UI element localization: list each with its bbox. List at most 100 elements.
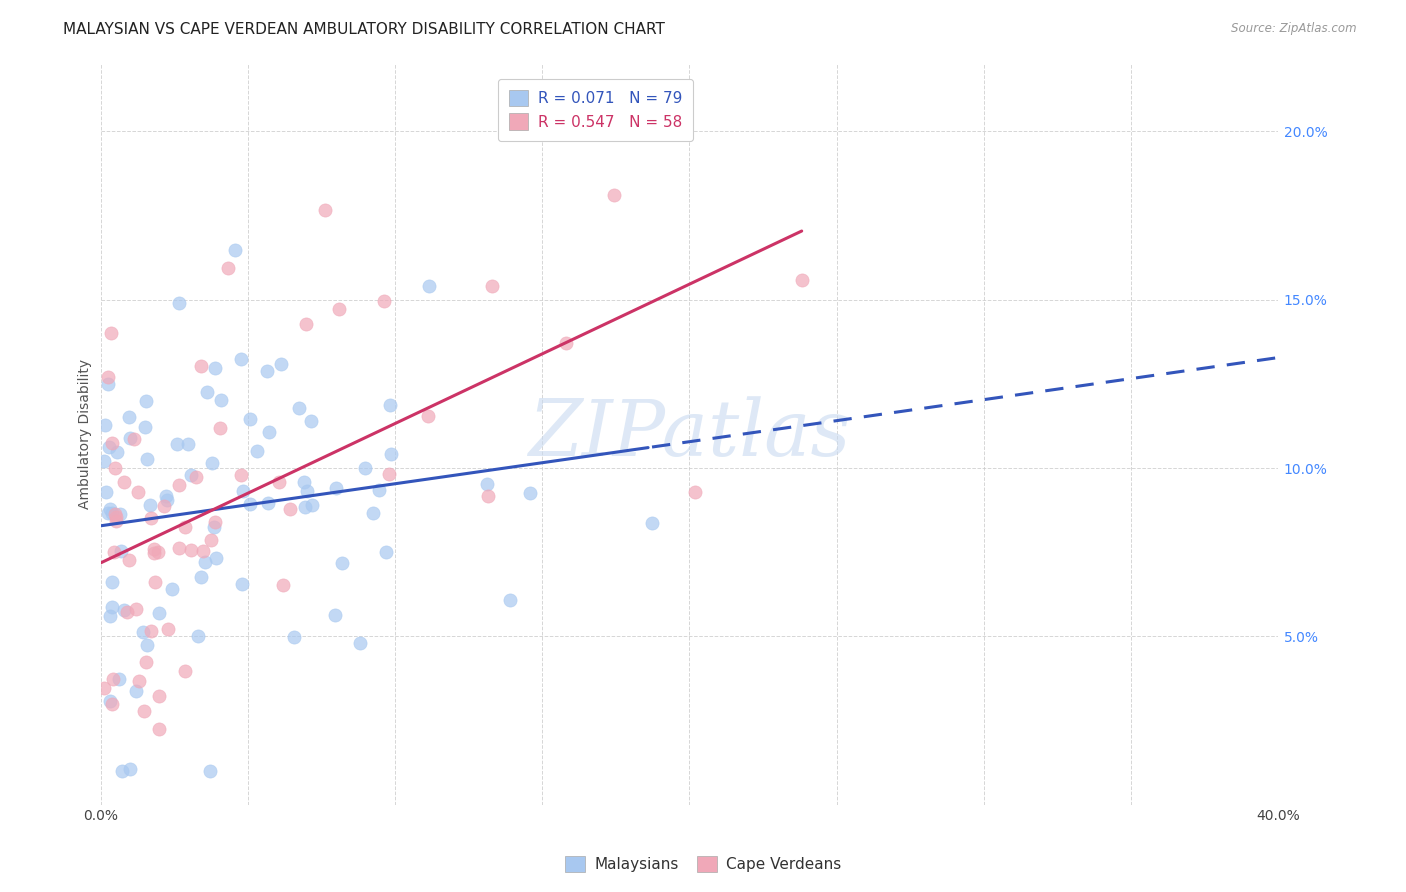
Point xyxy=(641,516,664,530)
Point xyxy=(135,638,157,652)
Point xyxy=(288,401,311,415)
Point xyxy=(141,511,163,525)
Point xyxy=(134,420,156,434)
Point xyxy=(380,447,402,461)
Point xyxy=(246,444,269,458)
Point xyxy=(361,506,384,520)
Point xyxy=(224,243,246,257)
Point xyxy=(135,393,157,408)
Point xyxy=(155,489,177,503)
Point xyxy=(229,351,252,366)
Point xyxy=(204,550,226,565)
Point xyxy=(103,544,125,558)
Point xyxy=(101,698,124,712)
Point xyxy=(294,500,316,515)
Point xyxy=(475,477,498,491)
Point xyxy=(283,630,305,644)
Point xyxy=(118,762,141,776)
Point xyxy=(187,629,209,643)
Point xyxy=(101,436,124,450)
Point xyxy=(127,485,149,500)
Point xyxy=(330,556,353,570)
Point xyxy=(257,496,280,510)
Point xyxy=(146,545,169,559)
Point xyxy=(98,694,121,708)
Point xyxy=(477,490,499,504)
Point xyxy=(174,664,197,678)
Point xyxy=(132,625,155,640)
Point xyxy=(239,498,262,512)
Point xyxy=(299,414,322,428)
Point xyxy=(416,409,439,423)
Point xyxy=(128,673,150,688)
Point xyxy=(93,681,115,695)
Point xyxy=(97,370,120,384)
Point xyxy=(101,600,124,615)
Point xyxy=(301,498,323,512)
Point xyxy=(135,655,157,669)
Point xyxy=(105,445,128,459)
Point xyxy=(156,493,179,508)
Point xyxy=(295,484,318,499)
Point xyxy=(104,461,127,475)
Point xyxy=(152,499,174,513)
Point xyxy=(209,421,232,435)
Point xyxy=(100,326,122,340)
Point xyxy=(101,574,124,589)
Point xyxy=(519,486,541,500)
Point xyxy=(142,541,165,556)
Point xyxy=(195,384,218,399)
Text: ZIPatlas: ZIPatlas xyxy=(529,396,851,473)
Point xyxy=(378,467,401,482)
Text: MALAYSIAN VS CAPE VERDEAN AMBULATORY DISABILITY CORRELATION CHART: MALAYSIAN VS CAPE VERDEAN AMBULATORY DIS… xyxy=(63,22,665,37)
Point xyxy=(190,359,212,374)
Point xyxy=(232,483,254,498)
Point xyxy=(118,431,141,445)
Point xyxy=(108,672,131,686)
Point xyxy=(555,335,578,350)
Point xyxy=(367,483,389,497)
Point xyxy=(280,501,302,516)
Point xyxy=(374,545,396,559)
Point xyxy=(115,605,138,619)
Point xyxy=(118,552,141,566)
Point xyxy=(112,603,135,617)
Point xyxy=(193,543,215,558)
Point xyxy=(294,317,316,331)
Point xyxy=(98,502,121,516)
Point xyxy=(125,683,148,698)
Point xyxy=(231,577,253,591)
Point xyxy=(481,278,503,293)
Point xyxy=(148,722,170,736)
Point xyxy=(204,515,226,529)
Point xyxy=(180,467,202,482)
Point xyxy=(683,484,706,499)
Point xyxy=(323,607,346,622)
Point xyxy=(94,485,117,500)
Point xyxy=(190,570,212,584)
Point xyxy=(136,452,159,467)
Point xyxy=(98,608,121,623)
Point xyxy=(103,672,125,686)
Point xyxy=(139,498,162,512)
Point xyxy=(93,454,115,468)
Point xyxy=(349,636,371,650)
Point xyxy=(122,432,145,446)
Point xyxy=(314,202,336,217)
Point xyxy=(104,514,127,528)
Point xyxy=(166,437,188,451)
Point xyxy=(148,606,170,620)
Point xyxy=(257,425,280,439)
Point xyxy=(292,475,315,490)
Point xyxy=(101,506,124,520)
Point xyxy=(201,456,224,470)
Point xyxy=(792,273,814,287)
Point xyxy=(269,475,291,490)
Point xyxy=(104,507,127,521)
Legend: Malaysians, Cape Verdeans: Malaysians, Cape Verdeans xyxy=(557,848,849,880)
Point xyxy=(143,574,166,589)
Point xyxy=(380,398,402,412)
Point xyxy=(270,357,292,371)
Point xyxy=(167,478,190,492)
Point xyxy=(108,507,131,521)
